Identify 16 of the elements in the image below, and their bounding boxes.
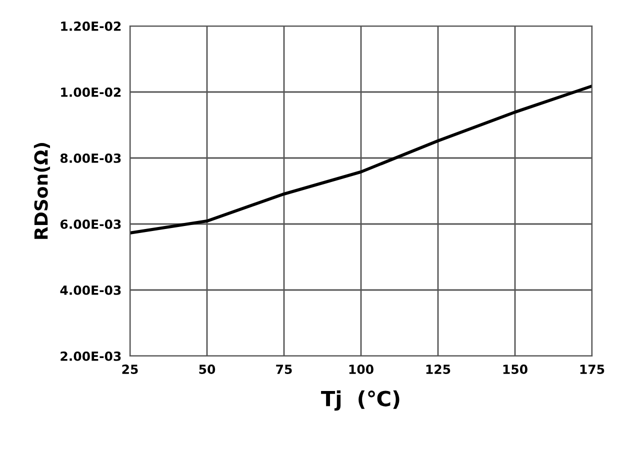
- x-tick-label: 150: [503, 364, 528, 374]
- line-series: [130, 84, 592, 234]
- y-tick-label: 8.00E-03: [60, 153, 121, 163]
- x-tick-label: 175: [580, 364, 604, 374]
- x-axis-title: Tj (℃): [321, 390, 400, 411]
- y-tick-label: 1.00E-02: [61, 87, 121, 97]
- x-tick-label: 100: [349, 364, 374, 374]
- y-tick-label: 6.00E-03: [60, 219, 121, 229]
- y-tick-label: 1.20E-02: [61, 21, 121, 31]
- y-tick-label: 4.00E-03: [60, 285, 121, 295]
- y-tick-label: 2.00E-03: [60, 351, 121, 361]
- x-tick-label: 25: [122, 364, 138, 374]
- x-tick-label: 50: [199, 364, 216, 374]
- y-axis-title: RDSon(Ω): [34, 143, 50, 239]
- x-tick-label: 75: [276, 364, 292, 374]
- x-tick-label: 125: [426, 364, 450, 374]
